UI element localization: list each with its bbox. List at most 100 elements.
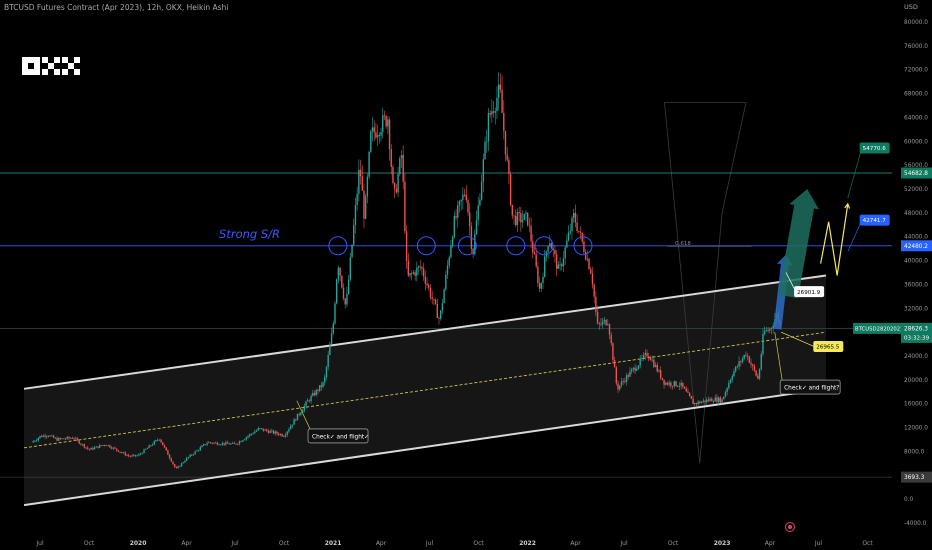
candle-body (247, 435, 249, 438)
x-axis-tick: Oct (862, 540, 873, 547)
candle-body (482, 159, 485, 182)
candle-body (220, 444, 222, 446)
candle-body (214, 442, 217, 444)
candle-body (124, 452, 126, 456)
candle-body (515, 216, 517, 226)
candle-body (629, 371, 631, 377)
candle-body (520, 213, 522, 223)
candle-body (54, 437, 57, 439)
candle-body (440, 310, 442, 319)
candle-body (69, 438, 72, 439)
candle-body (145, 448, 147, 450)
candle-body (51, 435, 53, 437)
candle-body (189, 454, 191, 458)
strong-sr-label: Strong S/R (219, 227, 280, 241)
y-axis-tick: 68000.0 (904, 92, 928, 98)
candle-body (388, 119, 391, 150)
candle-body (687, 391, 689, 393)
candle-body (419, 266, 421, 268)
candle-body (313, 392, 316, 396)
fib-wedge-outline (664, 102, 747, 464)
candle-body (274, 431, 277, 434)
candle-body (271, 430, 273, 432)
candle-body (226, 442, 229, 444)
candle-body (651, 359, 653, 361)
candle-body (636, 368, 638, 371)
candle-body (361, 176, 363, 191)
candle-body (238, 441, 241, 444)
candle-body (542, 277, 544, 284)
candle-body (513, 215, 515, 217)
candle-body (153, 441, 155, 445)
candle-body (332, 323, 334, 334)
candle-body (535, 254, 537, 267)
candle-body (726, 388, 728, 392)
candle-body (240, 441, 242, 443)
candle-body (668, 382, 670, 385)
candle-body (477, 205, 479, 220)
candle-body (88, 448, 91, 450)
candle-body (76, 438, 79, 441)
candle-body (100, 445, 103, 447)
candle-body (93, 447, 96, 450)
candle-body (617, 383, 619, 390)
candle-body (66, 436, 68, 439)
candle-body (58, 438, 60, 441)
candle-body (347, 279, 350, 294)
candle-body (318, 385, 321, 392)
x-axis-tick: 2021 (325, 540, 342, 547)
candle-body (41, 436, 43, 437)
price-tag-text: 26965.5 (816, 345, 840, 351)
tradingview-indicator-icon[interactable] (785, 522, 795, 532)
candle-body (516, 212, 519, 226)
candle-body (530, 225, 532, 242)
candle-body (441, 303, 444, 311)
candle-body (330, 333, 333, 345)
candle-body (180, 463, 183, 467)
candle-body (741, 358, 744, 362)
candle-body (163, 445, 166, 448)
candle-body (303, 405, 305, 411)
candle-body (426, 283, 428, 286)
candle-body (733, 371, 735, 377)
candle-body (110, 447, 113, 449)
candle-body (455, 215, 457, 218)
candle-body (194, 451, 196, 455)
candle-body (109, 445, 111, 448)
candle-body (283, 436, 285, 437)
sr-touch-circle (457, 236, 477, 256)
candle-body (407, 260, 410, 276)
candle-body (675, 381, 677, 386)
candle-body (252, 433, 254, 435)
candle-body (102, 445, 104, 446)
candle-body (533, 252, 536, 255)
candle-body (528, 224, 531, 226)
projection-path (820, 203, 849, 276)
candle-body (90, 447, 92, 450)
candle-body (649, 357, 652, 361)
candle-body (736, 366, 739, 368)
price-tag-pointer (847, 220, 862, 252)
candle-body (117, 450, 120, 452)
candle-body (87, 447, 89, 449)
price-tag-box (813, 341, 844, 353)
candle-body (63, 438, 65, 440)
candle-body (504, 130, 507, 155)
candle-body (746, 355, 749, 357)
candle-body (272, 430, 275, 434)
candle-body (136, 455, 138, 457)
candle-body (632, 367, 635, 370)
candle-body (627, 375, 629, 377)
candle-body (288, 429, 290, 432)
candle-body (757, 375, 759, 379)
candle-body (366, 176, 369, 197)
candle-body (160, 439, 162, 443)
y-axis-tick: 20000.0 (904, 378, 928, 384)
candle-body (450, 245, 452, 258)
candle-body (97, 446, 99, 448)
candle-body (411, 273, 413, 274)
candle-body (436, 304, 438, 318)
candle-body (770, 327, 773, 330)
